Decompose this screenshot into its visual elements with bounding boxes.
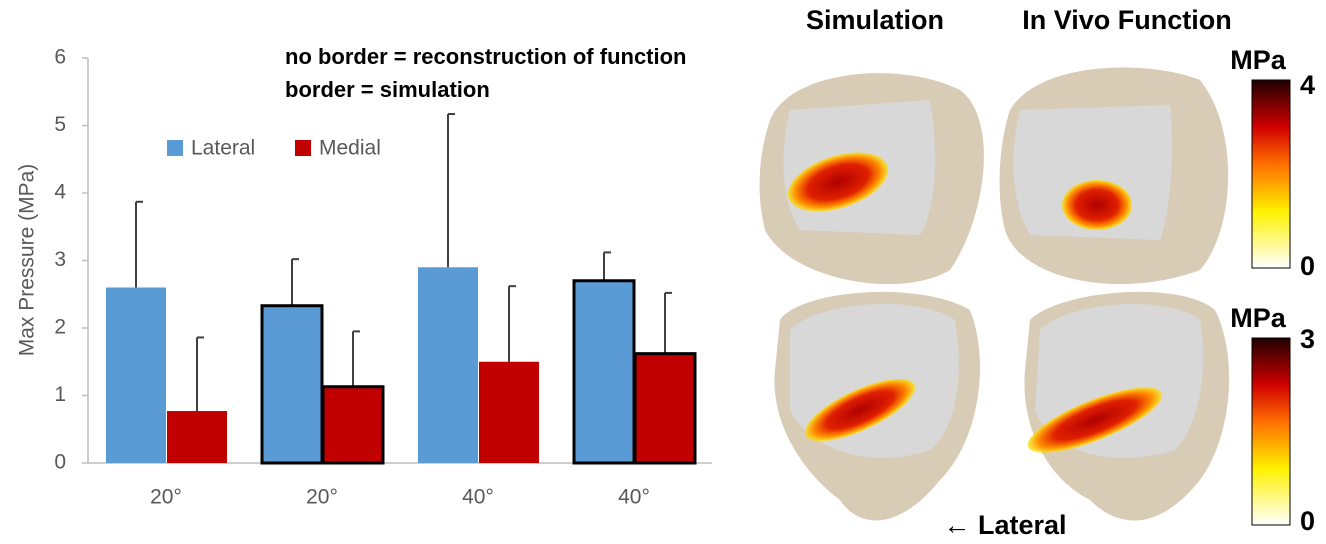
bar	[323, 387, 383, 463]
bar	[106, 288, 166, 464]
legend-label: Medial	[319, 137, 381, 160]
bar	[574, 281, 634, 463]
colorbar-max: 4	[1300, 70, 1315, 100]
y-tick-label: 4	[54, 181, 66, 204]
legend-label: Lateral	[191, 137, 255, 160]
bar	[635, 354, 695, 463]
y-axis-label: Max Pressure (MPa)	[16, 164, 39, 357]
annotation: border = simulation	[285, 77, 490, 102]
column-title: Simulation	[806, 5, 944, 35]
bar	[167, 411, 227, 463]
y-tick-label: 0	[54, 451, 66, 474]
x-tick-label: 20°	[150, 486, 182, 509]
y-tick-label: 5	[54, 113, 66, 136]
x-tick-label: 40°	[618, 486, 650, 509]
y-tick-label: 6	[54, 46, 66, 69]
colorbar-label: MPa	[1230, 45, 1287, 75]
column-title: In Vivo Function	[1022, 5, 1232, 35]
colorbar-max: 3	[1300, 324, 1315, 354]
bar	[262, 306, 322, 463]
direction-label: ← Lateral	[943, 510, 1066, 540]
legend-swatch	[295, 140, 311, 156]
x-tick-label: 20°	[306, 486, 338, 509]
y-tick-label: 2	[54, 316, 66, 339]
tibia-images	[760, 68, 1290, 525]
y-tick-label: 3	[54, 248, 66, 271]
legend-swatch	[167, 140, 183, 156]
y-tick-label: 1	[54, 383, 66, 406]
page: no border = reconstruction of function b…	[0, 0, 1326, 544]
bar	[418, 267, 478, 463]
colorbar-label: MPa	[1230, 303, 1287, 333]
x-tick-label: 40°	[462, 486, 494, 509]
colorbar-min: 0	[1300, 251, 1315, 281]
annotation: no border = reconstruction of function	[285, 44, 687, 69]
bar	[479, 362, 539, 463]
colorbar-min: 0	[1300, 506, 1315, 536]
figure: no border = reconstruction of function b…	[0, 0, 1326, 544]
